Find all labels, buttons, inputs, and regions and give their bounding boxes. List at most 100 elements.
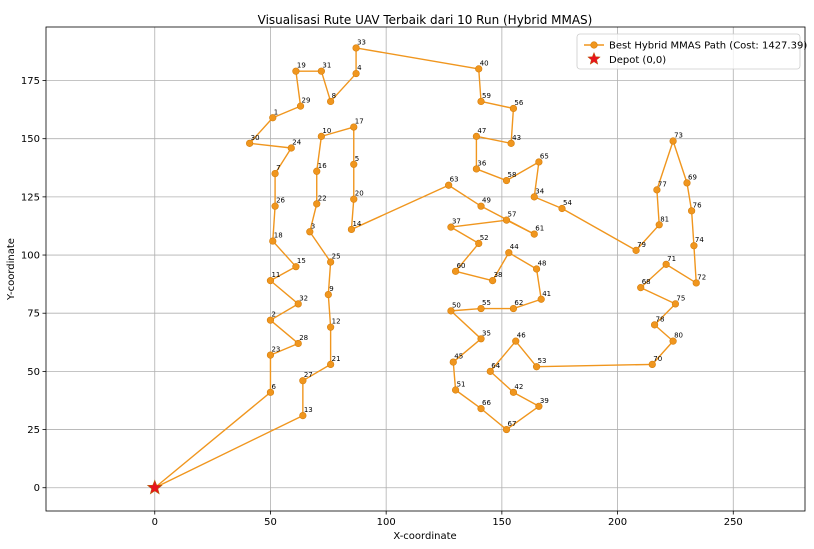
route-point — [537, 295, 545, 303]
point-label: 72 — [697, 273, 706, 281]
route-point — [662, 260, 670, 268]
point-label: 28 — [299, 334, 308, 342]
point-label: 52 — [480, 234, 489, 242]
route-point — [352, 69, 360, 78]
point-label: 73 — [674, 132, 683, 140]
route-point — [648, 360, 656, 369]
route-point — [509, 388, 518, 396]
route-point — [505, 249, 513, 257]
point-label: 15 — [297, 257, 306, 265]
point-label: 77 — [658, 180, 667, 188]
point-label: 1 — [274, 108, 278, 116]
legend: Best Hybrid MMAS Path (Cost: 1427.39) De… — [576, 33, 807, 70]
y-axis-label: Y-coordinate — [6, 238, 17, 301]
route-point — [472, 132, 481, 140]
route-segment — [480, 100, 515, 110]
point-label: 17 — [355, 118, 364, 126]
point-label: 40 — [480, 59, 489, 67]
x-tick-label: 250 — [724, 517, 743, 528]
point-label: 20 — [355, 190, 364, 198]
route-segment — [248, 117, 274, 145]
legend-route-label: Best Hybrid MMAS Path (Cost: 1427.39) — [609, 41, 807, 52]
route-point — [489, 277, 497, 285]
route-point — [451, 267, 460, 275]
point-label: 80 — [674, 332, 683, 340]
route-point — [347, 225, 356, 234]
route-segment — [274, 147, 292, 175]
point-label: 66 — [482, 399, 491, 407]
point-label: 53 — [538, 357, 547, 365]
point-label: 50 — [452, 301, 461, 309]
y-tick-label: 75 — [27, 309, 40, 320]
point-label: 25 — [332, 253, 341, 261]
point-label: 59 — [482, 92, 491, 100]
point-label: 74 — [695, 236, 704, 244]
route-point — [294, 339, 302, 348]
route-segment — [454, 389, 482, 410]
route-point — [532, 363, 541, 371]
route-segment — [489, 370, 515, 394]
point-label: 33 — [357, 38, 366, 46]
route-point — [477, 202, 485, 210]
route-segment — [640, 263, 667, 289]
x-tick-label: 0 — [152, 517, 158, 528]
route-segment — [350, 198, 355, 231]
point-label: 16 — [318, 162, 327, 170]
point-label: 26 — [276, 197, 285, 205]
route-segment — [480, 407, 508, 431]
route-point — [650, 321, 659, 329]
route-segment — [302, 363, 332, 382]
point-label: 49 — [482, 197, 491, 205]
route-segment — [510, 107, 515, 145]
x-tick-label: 100 — [377, 517, 396, 528]
route-segment — [535, 363, 653, 368]
route-segment — [635, 224, 660, 252]
route-segment — [512, 298, 542, 310]
route-segment — [693, 245, 697, 284]
legend-depot-marker — [587, 51, 601, 65]
route-point — [486, 367, 494, 375]
route-segment — [508, 252, 538, 270]
route-point — [451, 386, 460, 394]
point-label: 75 — [676, 294, 685, 302]
route-point — [502, 425, 511, 434]
point-label: 9 — [329, 285, 333, 293]
route-point — [271, 202, 279, 210]
route-segment — [320, 70, 332, 103]
route-point — [477, 304, 485, 313]
route-point — [266, 277, 275, 285]
route-segment — [489, 340, 517, 373]
point-label: 8 — [332, 92, 336, 100]
point-label: 51 — [457, 381, 466, 389]
route-segment — [686, 182, 693, 212]
route-segment — [355, 47, 480, 70]
point-label: 34 — [535, 187, 544, 195]
x-axis-label: X-coordinate — [393, 531, 456, 542]
route-point — [692, 279, 700, 287]
route-point — [475, 65, 483, 73]
route-point — [530, 193, 538, 201]
point-label: 31 — [322, 62, 331, 70]
point-label: 42 — [514, 383, 523, 391]
route-segment — [515, 340, 538, 368]
route-segment — [272, 240, 297, 268]
point-label: 13 — [304, 406, 313, 414]
route-segment — [309, 231, 332, 263]
point-label: 63 — [450, 176, 459, 184]
point-label: 60 — [457, 262, 466, 270]
route-segment — [272, 205, 276, 242]
point-label: 48 — [538, 260, 547, 268]
route-segment — [295, 70, 302, 107]
route-segment — [454, 270, 494, 282]
route-point — [632, 246, 640, 254]
route-point — [637, 284, 645, 292]
route-segment — [533, 196, 563, 210]
depot-layer — [146, 479, 163, 495]
route-point — [507, 139, 515, 147]
point-label: 29 — [302, 97, 311, 105]
point-label: 56 — [514, 99, 523, 107]
point-label: 27 — [304, 371, 313, 379]
route-point — [671, 300, 680, 308]
route-point — [535, 158, 543, 166]
